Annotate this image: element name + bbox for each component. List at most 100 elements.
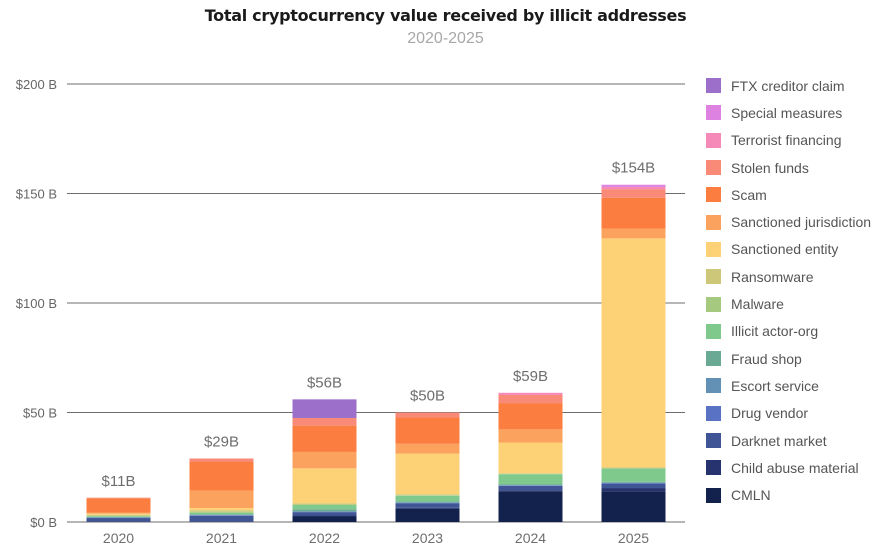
x-tick-label: 2020 [103, 530, 134, 546]
bar-segment-malware [86, 515, 151, 517]
y-tick-label: $150 B [16, 187, 57, 202]
legend-label: Escort service [731, 377, 819, 394]
legend-item: CMLN [706, 481, 871, 508]
bar-segment-scam [395, 417, 460, 444]
bar-segment-sanctioned-jurisdiction [86, 512, 151, 514]
bar-segment-child-abuse-material [86, 521, 151, 522]
bar-segment-sanctioned-jurisdiction [601, 228, 666, 239]
legend-swatch [706, 187, 721, 203]
legend-item: Malware [706, 290, 871, 317]
bar-segment-terrorist-financing [601, 186, 666, 190]
bar-segment-sanctioned-jurisdiction [498, 429, 563, 443]
bar-segment-malware [189, 511, 254, 513]
bar-segment-illicit-actor-org [86, 516, 151, 517]
legend-label: Malware [731, 296, 784, 313]
legend-item: Fraud shop [706, 345, 871, 372]
bar-segment-stolen-funds [601, 189, 666, 198]
bar-segment-child-abuse-material [601, 488, 666, 492]
bar-segment-ransomware [395, 494, 460, 496]
bar-segment-stolen-funds [395, 412, 460, 418]
bar-segment-sanctioned-entity [189, 507, 254, 511]
legend-item: Darknet market [706, 427, 871, 454]
bar-segment-stolen-funds [292, 417, 357, 426]
bar-segment-fraud-shop [292, 509, 357, 512]
bar-segment-darknet-market [395, 503, 460, 508]
bar-segment-fraud-shop [395, 501, 460, 503]
x-tick-label: 2023 [412, 530, 443, 546]
bar-segment-cmln [292, 516, 357, 522]
bar-segment-sanctioned-entity [292, 468, 357, 504]
y-tick-label: $200 B [16, 77, 57, 92]
bar-segment-ftx-creditor-claim [292, 399, 357, 418]
legend-swatch [706, 269, 721, 285]
legend-label: Illicit actor-org [731, 323, 819, 340]
bar-segment-fraud-shop [601, 481, 666, 483]
legend-item: FTX creditor claim [706, 72, 871, 99]
legend-swatch [706, 105, 721, 121]
bar-segment-sanctioned-entity [601, 238, 666, 468]
bar-segment-terrorist-financing [498, 392, 563, 395]
bar-segment-ransomware [86, 514, 151, 516]
legend-item: Drug vendor [706, 400, 871, 427]
legend-label: FTX creditor claim [731, 77, 845, 94]
bar-segment-sanctioned-entity [395, 453, 460, 495]
bar-segment-cmln [395, 508, 460, 522]
legend-label: Drug vendor [731, 405, 809, 422]
bar-segment-darknet-market [86, 518, 151, 522]
bar-segment-special-measures [601, 184, 666, 187]
legend-item: Special measures [706, 99, 871, 126]
legend-item: Terrorist financing [706, 127, 871, 154]
legend-swatch [706, 241, 721, 257]
total-label: $11B [102, 473, 136, 490]
legend-swatch [706, 378, 721, 394]
bar-segment-cmln [601, 491, 666, 522]
bar-segment-fraud-shop [189, 514, 254, 515]
legend-label: Special measures [731, 104, 843, 121]
legend-label: Stolen funds [731, 159, 809, 176]
x-tick-label: 2025 [618, 530, 649, 546]
legend-label: Ransomware [731, 268, 814, 285]
legend-item: Ransomware [706, 263, 871, 290]
legend-label: CMLN [731, 487, 771, 504]
legend-swatch [706, 214, 721, 230]
legend-swatch [706, 323, 721, 339]
bar-segment-illicit-actor-org [498, 474, 563, 485]
bar-segment-child-abuse-material [395, 507, 460, 509]
bar-segment-illicit-actor-org [189, 512, 254, 515]
bar-segment-darknet-market [189, 515, 254, 522]
bar-segment-scam [601, 197, 666, 229]
legend-item: Sanctioned entity [706, 236, 871, 263]
legend-item: Escort service [706, 372, 871, 399]
bar-segment-stolen-funds [498, 394, 563, 404]
y-tick-label: $50 B [23, 406, 57, 421]
bar-segment-ransomware [601, 467, 666, 469]
bar-segment-darknet-market [498, 485, 563, 491]
legend-item: Stolen funds [706, 154, 871, 181]
total-label: $56B [307, 374, 342, 391]
bar-segment-illicit-actor-org [292, 504, 357, 510]
bar-segment-fraud-shop [498, 484, 563, 486]
bar-segment-cmln [498, 491, 563, 522]
bar-segment-stolen-funds [86, 497, 151, 499]
total-label: $29B [204, 433, 239, 450]
legend-swatch [706, 78, 721, 94]
y-tick-label: $100 B [16, 296, 57, 311]
bar-segment-scam [498, 403, 563, 430]
legend-label: Fraud shop [731, 350, 802, 367]
y-tick-label: $0 B [30, 515, 57, 530]
bar-segment-sanctioned-entity [498, 442, 563, 474]
total-label: $59B [513, 368, 548, 385]
legend-item: Scam [706, 181, 871, 208]
bar-segment-drug-vendor [189, 515, 254, 516]
bar-segment-stolen-funds [189, 458, 254, 462]
legend-swatch [706, 132, 721, 148]
legend-swatch [706, 433, 721, 448]
chart-subtitle: 2020-2025 [407, 30, 484, 47]
bar-segment-illicit-actor-org [395, 495, 460, 502]
legend-swatch [706, 296, 721, 312]
legend-label: Scam [731, 186, 767, 203]
bar-segment-illicit-actor-org [601, 468, 666, 482]
x-tick-label: 2021 [206, 530, 237, 546]
legend-swatch [706, 160, 721, 176]
